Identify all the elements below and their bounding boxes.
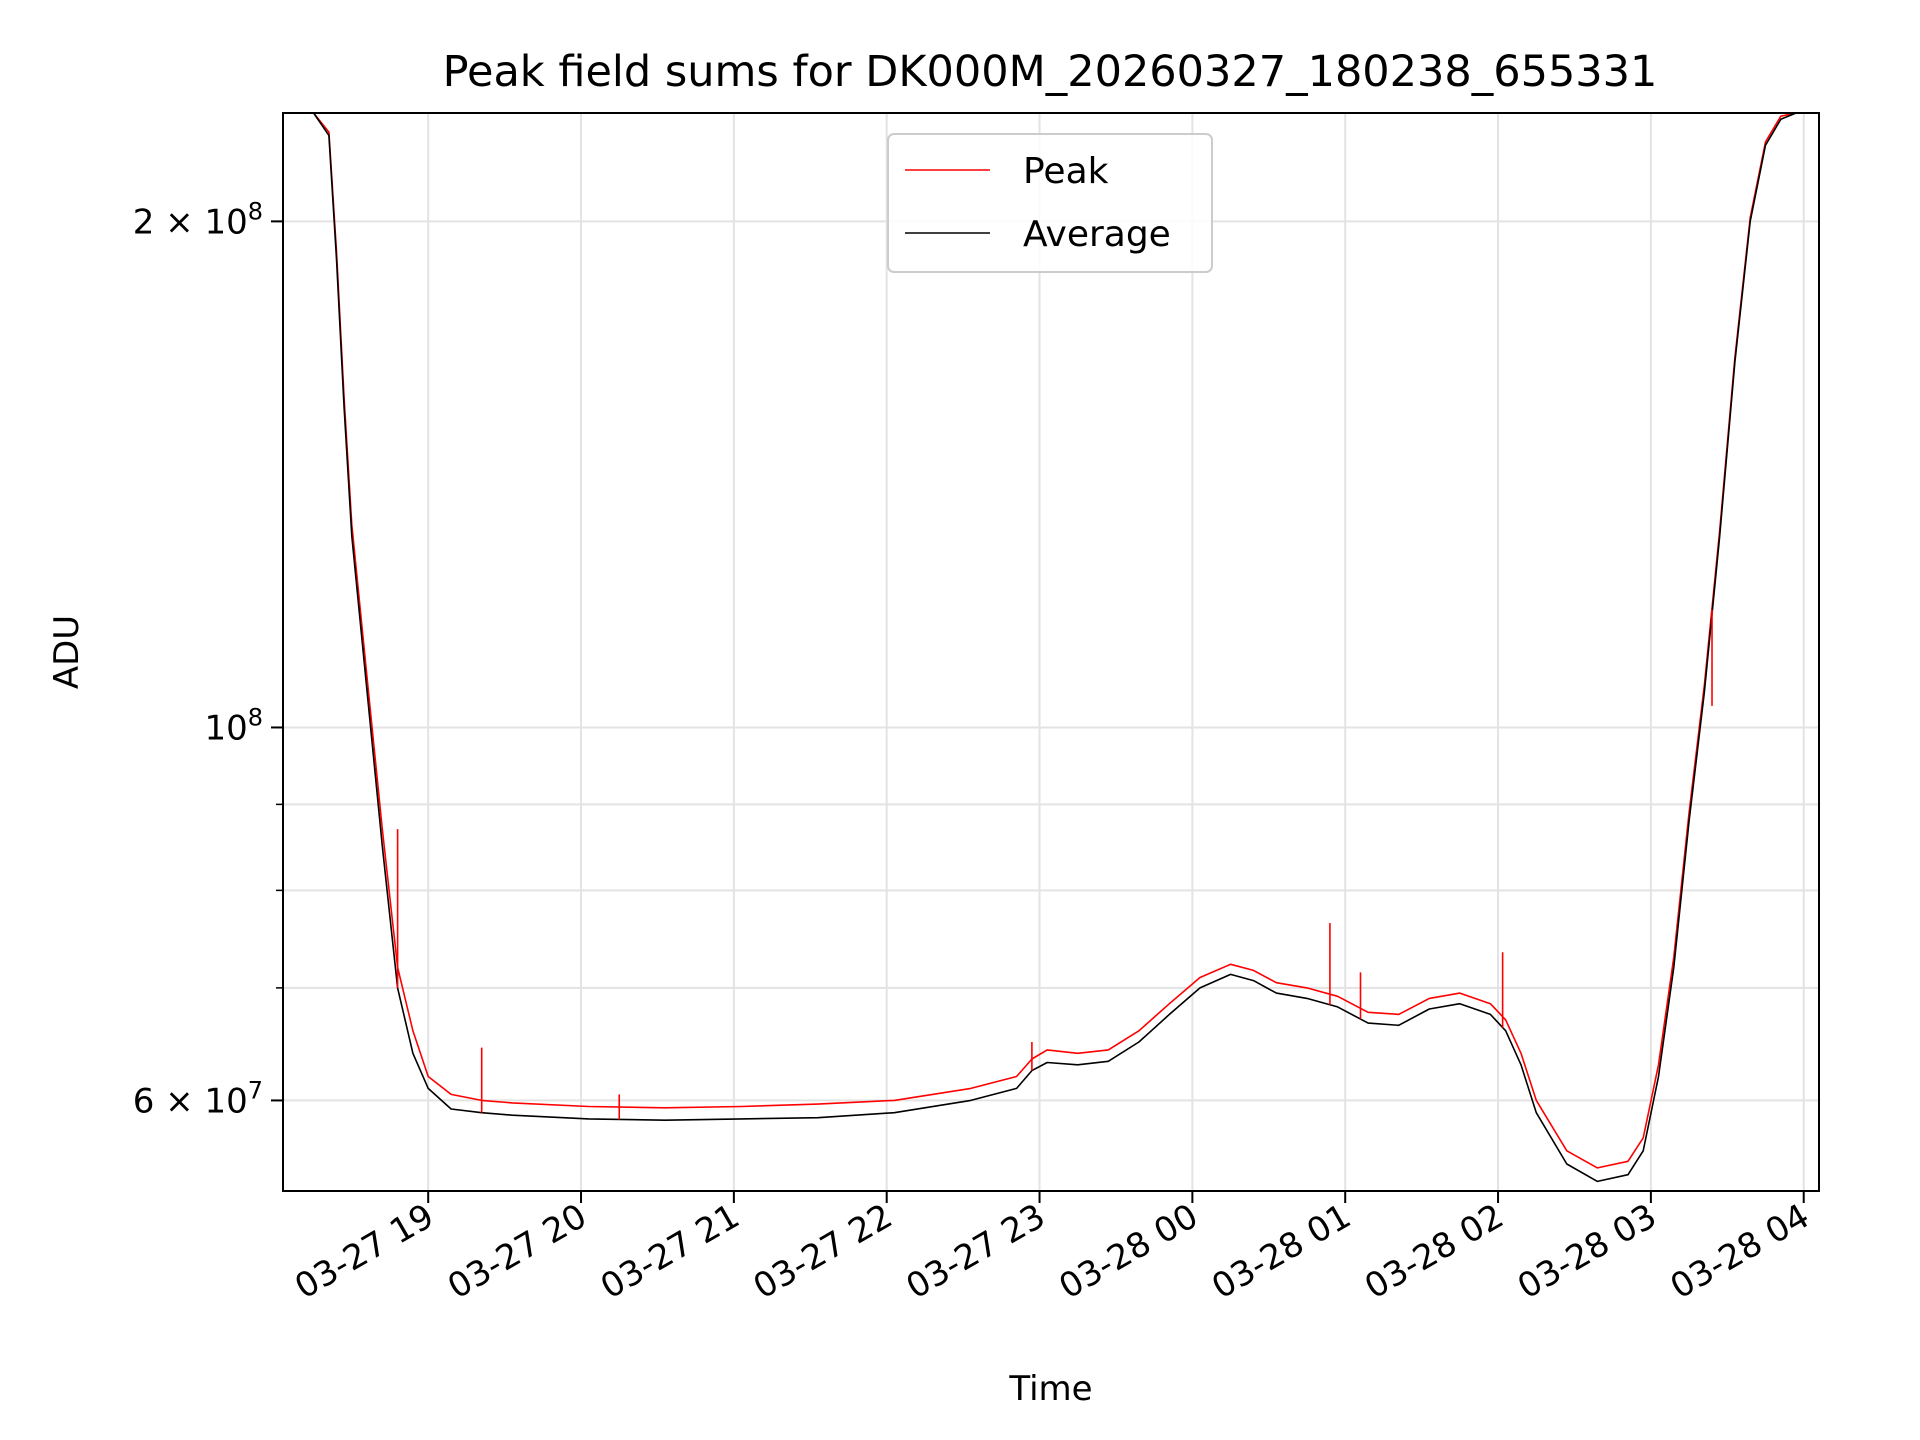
y-tick-mantissa: 10 — [204, 708, 247, 748]
y-tick-exponent: 8 — [248, 703, 263, 731]
legend-peak-label: Peak — [1023, 151, 1109, 192]
legend: Peak Average — [887, 133, 1213, 273]
y-tick-label: 2 × 108 — [133, 197, 263, 242]
y-tick-label: 108 — [204, 703, 263, 748]
y-tick-exponent: 8 — [248, 197, 263, 225]
grid-lines — [283, 113, 1819, 1191]
series-lines — [283, 112, 1819, 1183]
series-average-line — [283, 112, 1819, 1183]
y-axis-label: ADU — [47, 615, 87, 689]
y-tick-mantissa: 6 × 10 — [133, 1081, 248, 1121]
chart-title: Peak field sums for DK000M_20260327_1802… — [443, 47, 1658, 97]
y-tick-exponent: 7 — [248, 1076, 263, 1104]
series-peak-line — [283, 112, 1819, 1169]
legend-box — [887, 133, 1213, 273]
legend-average-label: Average — [1023, 214, 1171, 255]
y-tick-mantissa: 2 × 10 — [133, 202, 248, 242]
plot-frame — [282, 112, 1820, 1192]
x-axis-label: Time — [1008, 1369, 1092, 1409]
y-tick-label: 6 × 107 — [133, 1076, 263, 1121]
